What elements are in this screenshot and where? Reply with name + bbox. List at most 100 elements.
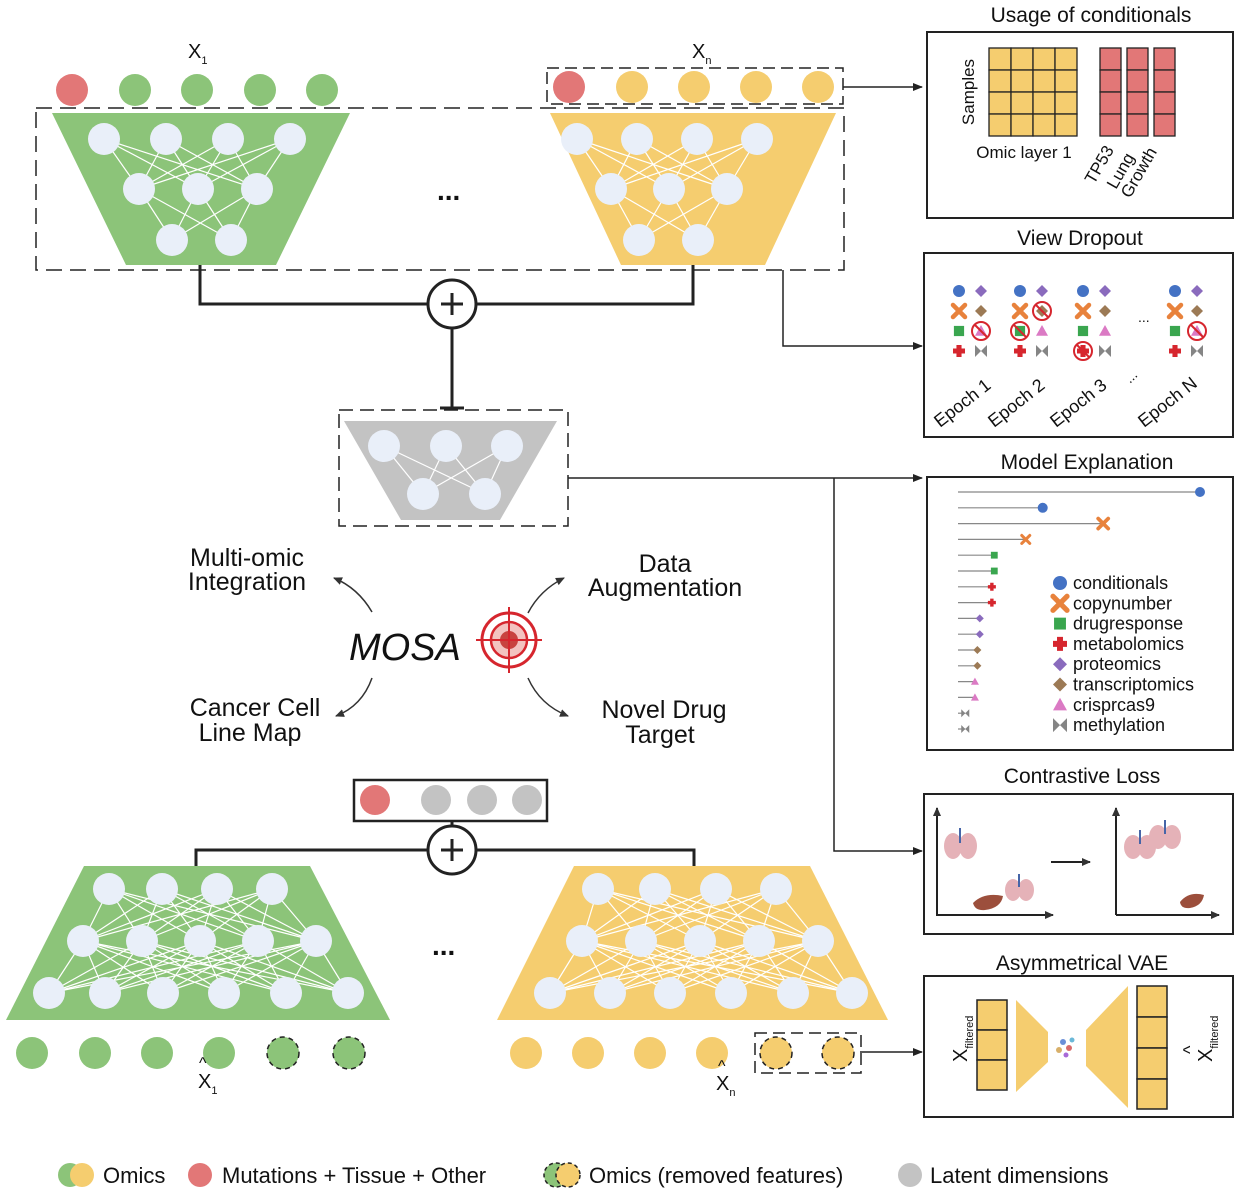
- network-edge: [699, 940, 794, 994]
- network-edge: [581, 888, 717, 942]
- top-merge-lines-right: [476, 265, 695, 306]
- bow-marker: [1053, 718, 1067, 733]
- network-edge: [171, 188, 258, 241]
- bow-marker: [1191, 345, 1203, 357]
- network-node: [491, 430, 523, 462]
- diamond-marker: [1191, 285, 1203, 297]
- output-node: [696, 1037, 728, 1069]
- network-node: [711, 173, 743, 205]
- multi-omic-label-2: Integration: [188, 568, 306, 596]
- network-edge: [108, 888, 259, 942]
- panel-asymmetrical-vae: Asymmetrical VAE Xfiltered Xfiltered ^: [923, 952, 1234, 1118]
- network-edge: [576, 138, 670, 190]
- network-node: [760, 873, 792, 905]
- output-node: [79, 1037, 111, 1069]
- network-edge: [609, 940, 819, 994]
- x-marker: [950, 302, 968, 320]
- panel-contrastive-loss: Contrastive Loss: [923, 765, 1234, 935]
- square-marker: [990, 551, 998, 559]
- output-node: [203, 1037, 235, 1069]
- network-edge: [730, 940, 819, 994]
- dropout-ban-slash: [1190, 324, 1204, 338]
- network-node: [653, 173, 685, 205]
- omic-layer-grid: [988, 47, 1078, 137]
- bottom-merge-left: [194, 848, 428, 866]
- omic-cell: [988, 47, 1012, 71]
- input-node: [306, 74, 338, 106]
- network-node: [407, 478, 439, 510]
- vae-output-label: Xfiltered: [1195, 1016, 1221, 1062]
- network-node: [270, 977, 302, 1009]
- network-node: [256, 873, 288, 905]
- legend-conditionals: conditionals: [1073, 573, 1168, 593]
- bottom-right-network: [534, 873, 868, 1009]
- mosa-title: MOSA: [349, 627, 461, 669]
- removed-output-node: [759, 1036, 793, 1070]
- square-marker: [1169, 325, 1181, 337]
- bdiamond-marker: [1053, 677, 1067, 692]
- conditional-cell: [1126, 69, 1149, 93]
- vae-title: Asymmetrical VAE: [996, 952, 1168, 975]
- omic-cell: [1010, 69, 1034, 93]
- network-node: [623, 224, 655, 256]
- output-node: [141, 1037, 173, 1069]
- conditional-cell: [1099, 47, 1122, 71]
- network-node: [215, 224, 247, 256]
- top-ellipsis: ...: [437, 175, 460, 206]
- network-node: [156, 224, 188, 256]
- legend-mutations: Mutations + Tissue + Other: [222, 1163, 486, 1188]
- network-node: [147, 977, 179, 1009]
- legend-omics: Omics: [103, 1163, 165, 1188]
- network-node: [743, 925, 775, 957]
- top-encoder-section: X1 Xn ...: [35, 41, 845, 527]
- dropout-columns: [950, 285, 1207, 361]
- output-node: [572, 1037, 604, 1069]
- network-edge: [610, 138, 698, 190]
- network-node: [594, 977, 626, 1009]
- removed-output-node: [332, 1036, 366, 1070]
- top-right-network: [561, 123, 773, 256]
- input-node: [119, 74, 151, 106]
- network-edge: [161, 888, 259, 942]
- panel-connectors: [568, 83, 923, 1056]
- drug-label-2: Target: [625, 721, 695, 749]
- top-merge-lines: [198, 265, 428, 306]
- network-node: [430, 430, 462, 462]
- omic-cell: [1010, 47, 1034, 71]
- network-edge: [638, 188, 728, 241]
- bottom-merge-right: [476, 848, 696, 866]
- dropout-ban-icon: [1073, 341, 1093, 361]
- network-edge: [549, 940, 760, 994]
- conditionals-grid: [1099, 47, 1176, 137]
- multi-omic-label-1: Multi-omic: [190, 544, 304, 572]
- vae-output-stack: [1136, 985, 1168, 1110]
- network-node: [715, 977, 747, 1009]
- bottom-x1-label: X1: [198, 1071, 217, 1097]
- omic-cell: [1032, 47, 1056, 71]
- input-node: [181, 74, 213, 106]
- x-marker: [1020, 533, 1032, 545]
- omic-cell: [988, 69, 1012, 93]
- omic-cell: [1032, 91, 1056, 115]
- network-edge: [138, 138, 229, 190]
- omic-cell: [1032, 113, 1056, 137]
- network-edge: [48, 940, 259, 994]
- vae-encoder-shape: [1016, 1000, 1048, 1092]
- tri-marker: [970, 693, 979, 701]
- network-node: [802, 925, 834, 957]
- square-marker: [1077, 325, 1089, 337]
- network-node: [300, 925, 332, 957]
- panel-view-dropout: View Dropout ... ... Epoch 1 Epoch 2 Epo…: [923, 227, 1234, 438]
- top-encoders-dashed-box: [35, 107, 845, 271]
- plus-marker: [1169, 345, 1181, 357]
- input-node: [244, 74, 276, 106]
- dropout-ban-icon: [1010, 321, 1030, 341]
- explanation-title: Model Explanation: [1001, 451, 1174, 474]
- dropout-ban-slash: [1013, 324, 1027, 338]
- input-node: [802, 71, 834, 103]
- epoch-2-label: Epoch 2: [984, 375, 1048, 431]
- top-left-network: [88, 123, 306, 256]
- tri-marker: [1036, 325, 1048, 336]
- cancer-label-2: Line Map: [199, 719, 302, 747]
- epoch-3-label: Epoch 3: [1046, 375, 1110, 431]
